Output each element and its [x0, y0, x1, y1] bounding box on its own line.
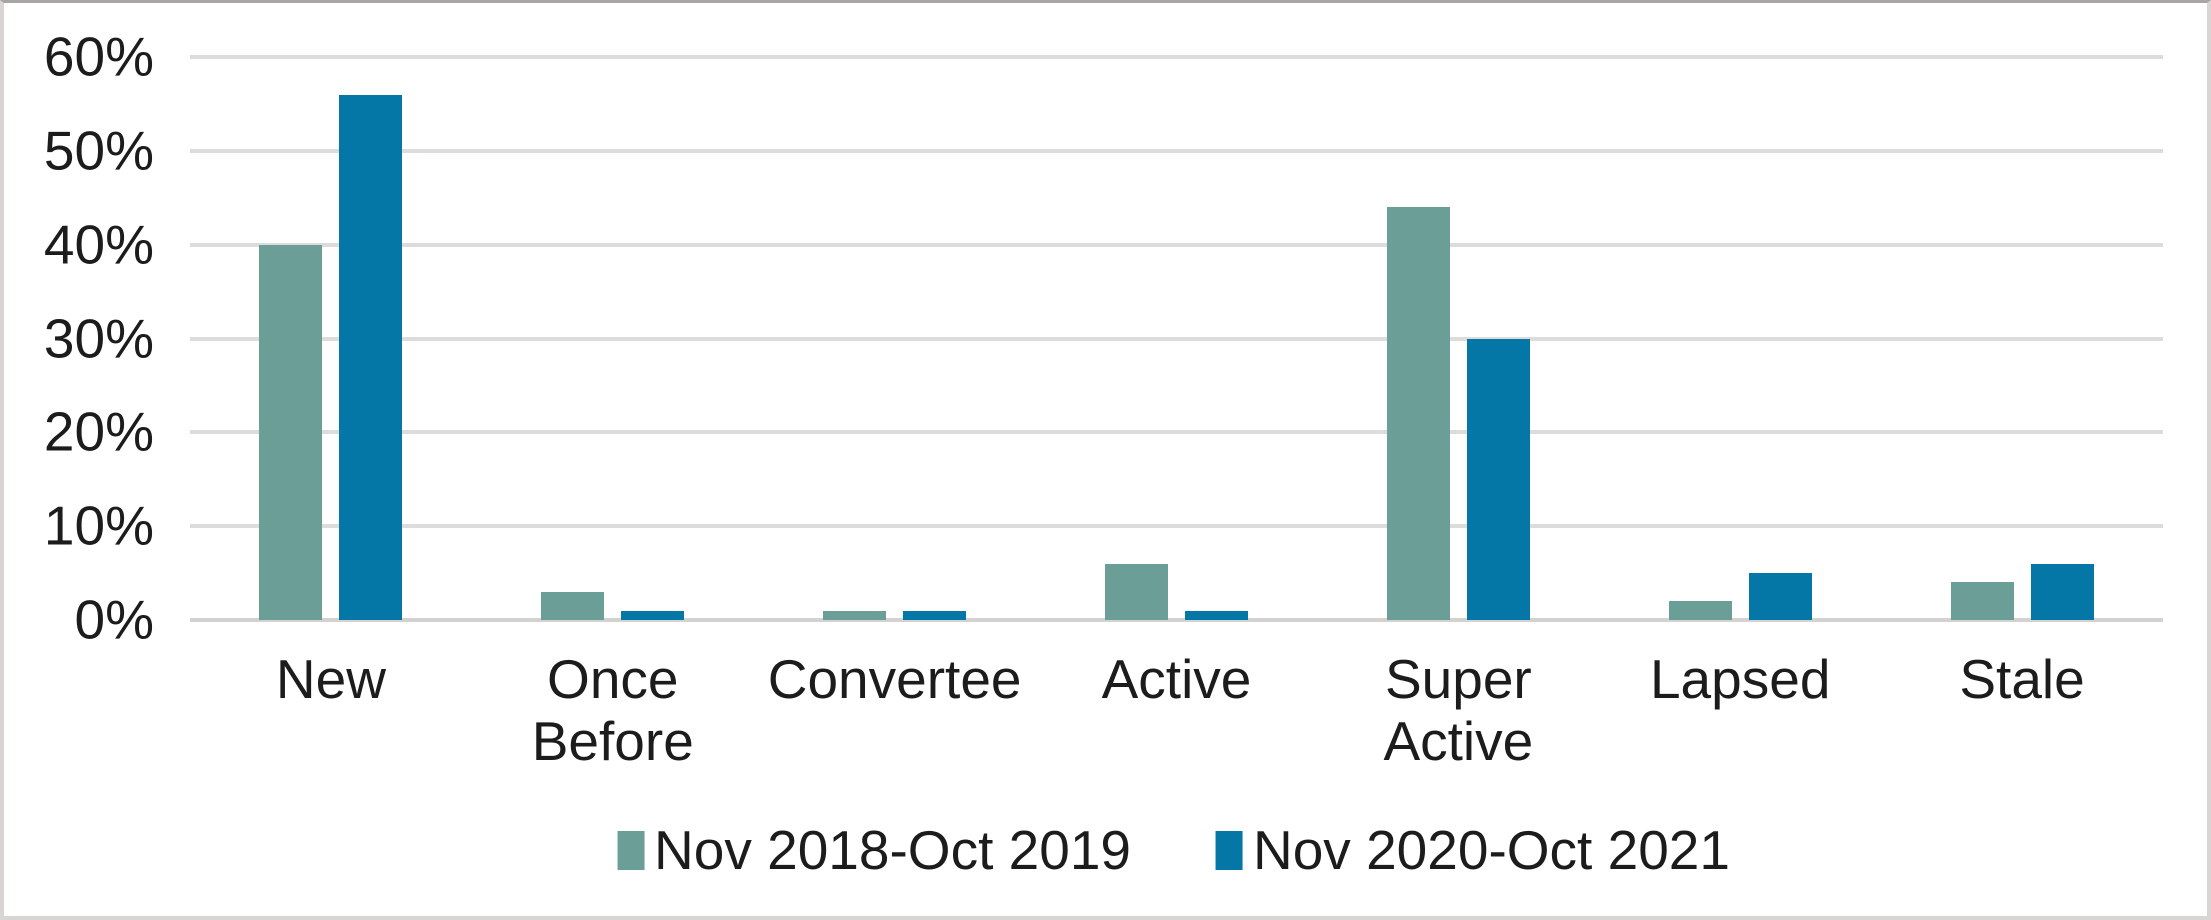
bar	[1386, 207, 1450, 620]
bar	[1668, 601, 1732, 620]
y-axis-tick-label: 10%	[43, 494, 154, 557]
legend-color-swatch	[617, 831, 645, 870]
category-label: Active	[1101, 648, 1252, 710]
bar	[339, 94, 403, 620]
y-axis-tick-label: 60%	[43, 25, 154, 88]
category-label: Lapsed	[1649, 648, 1831, 710]
bar	[259, 244, 323, 620]
category-label: Convertee	[767, 648, 1022, 710]
bar	[541, 591, 605, 620]
legend-label: Nov 2020-Oct 2021	[1253, 819, 1730, 881]
bar	[621, 610, 685, 620]
y-axis-tick-label: 0%	[74, 588, 155, 651]
category-label: Stale	[1959, 648, 2085, 710]
category-label: Once Before	[531, 648, 694, 772]
legend-label: Nov 2018-Oct 2019	[654, 819, 1131, 881]
legend-item: Nov 2020-Oct 2021	[1216, 823, 1730, 878]
legend: Nov 2018-Oct 2019 Nov 2020-Oct 2021	[617, 823, 1730, 878]
y-axis: 0% 10% 20% 30% 40% 50% 60%	[4, 29, 154, 647]
bar	[2030, 563, 2094, 620]
y-axis-tick-label: 40%	[43, 213, 154, 276]
gridline	[190, 148, 2163, 153]
gridline	[190, 242, 2163, 247]
plot-area	[190, 55, 2163, 622]
bar	[1105, 563, 1168, 620]
bar	[1466, 338, 1530, 620]
y-axis-tick-label: 30%	[43, 307, 154, 369]
category-label: Super Active	[1383, 648, 1534, 772]
axis-baseline	[190, 618, 2163, 622]
bar	[823, 610, 887, 620]
bar	[1185, 610, 1248, 620]
bar	[903, 610, 967, 620]
y-axis-tick-label: 20%	[43, 400, 154, 463]
bar	[1748, 573, 1812, 620]
bar	[1950, 582, 2014, 620]
y-axis-tick-label: 50%	[43, 119, 154, 182]
legend-color-swatch	[1216, 831, 1243, 870]
gridline	[190, 55, 2163, 59]
x-axis: New Once Before Convertee Active Super Activ…	[190, 648, 2163, 788]
legend-item: Nov 2018-Oct 2019	[617, 823, 1131, 878]
gridline	[190, 430, 2163, 435]
category-label: New	[275, 648, 386, 710]
gridline	[190, 336, 2163, 341]
gridline	[190, 524, 2163, 529]
